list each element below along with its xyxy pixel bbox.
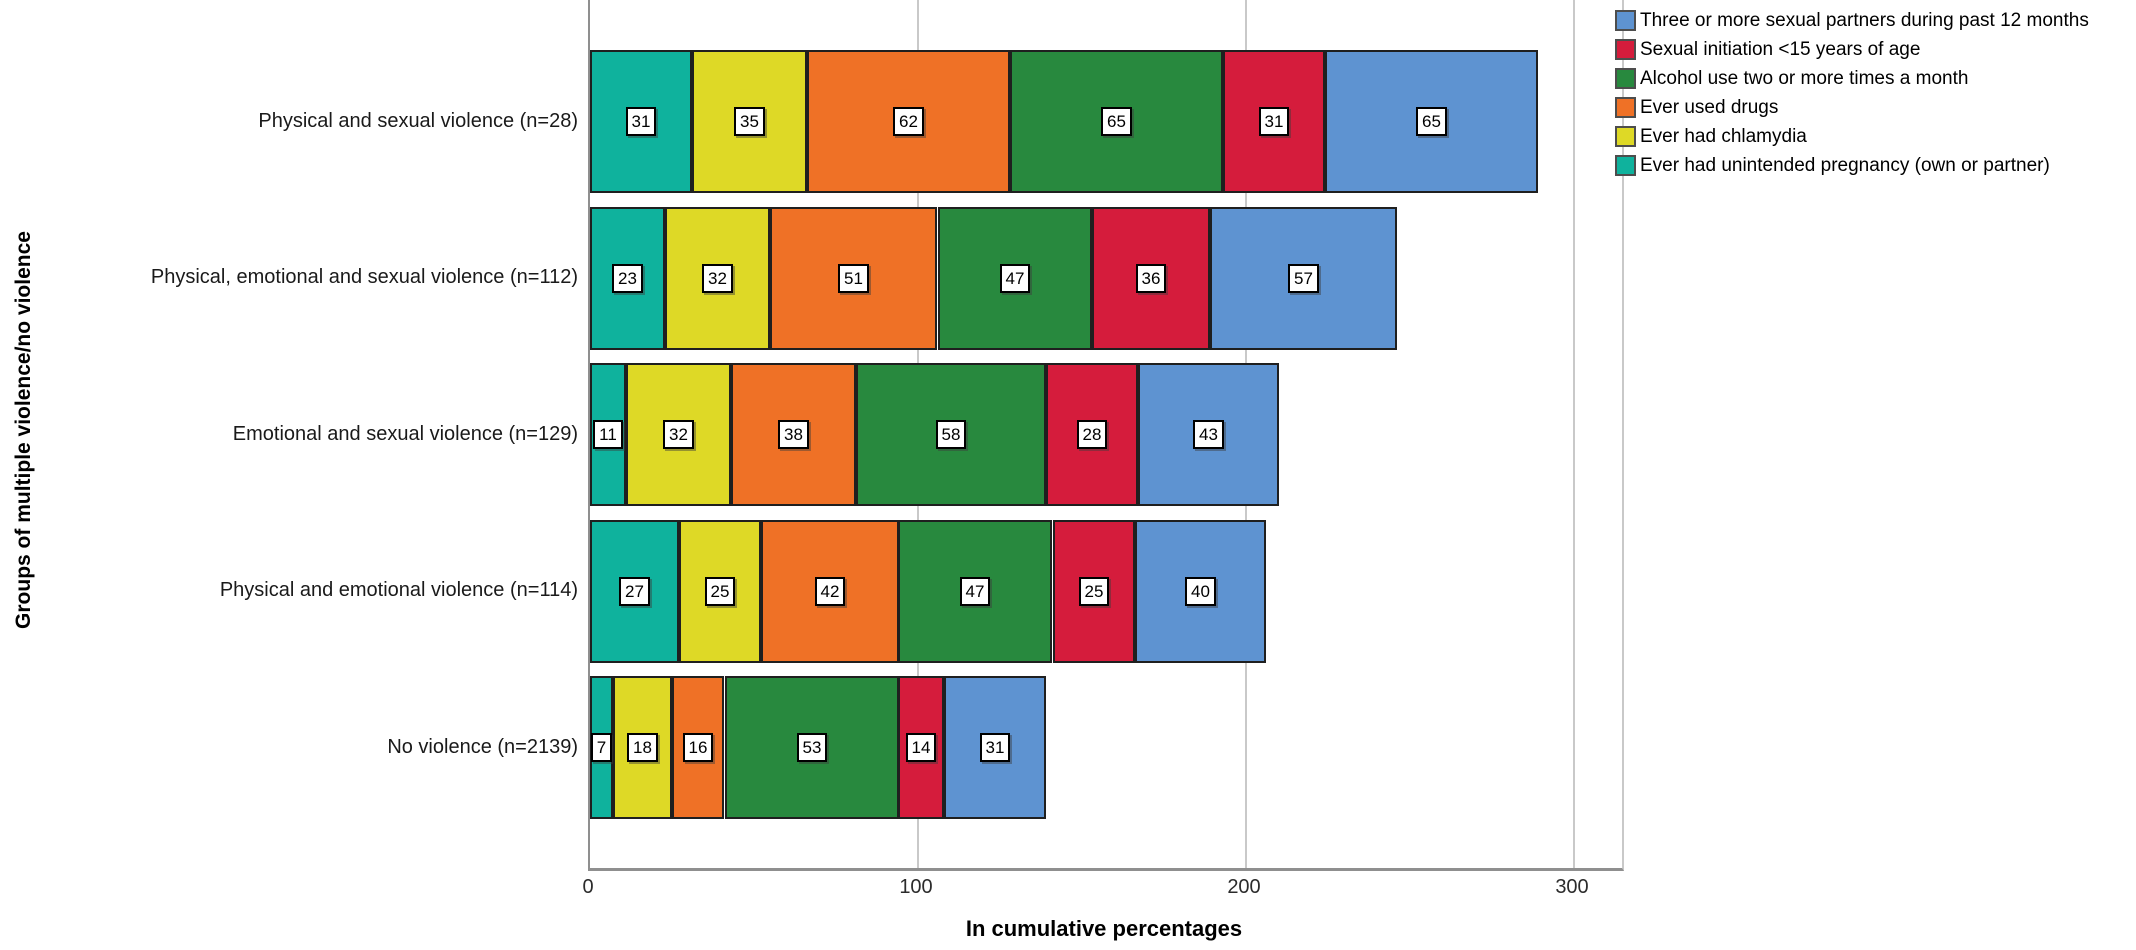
category-label: Emotional and sexual violence (n=129) bbox=[232, 423, 578, 445]
category-label: Physical and sexual violence (n=28) bbox=[258, 110, 578, 132]
value-label: 47 bbox=[959, 576, 991, 607]
legend-swatch-icon bbox=[1615, 10, 1636, 31]
bar-segment: 18 bbox=[613, 676, 672, 819]
bar-segment: 32 bbox=[665, 207, 770, 350]
value-label: 65 bbox=[1101, 106, 1132, 137]
value-label: 32 bbox=[663, 419, 694, 450]
value-label: 18 bbox=[627, 732, 658, 763]
legend-item: Three or more sexual partners during pas… bbox=[1615, 6, 2089, 35]
value-label: 25 bbox=[1078, 576, 1110, 607]
value-label: 62 bbox=[893, 106, 924, 137]
value-label: 23 bbox=[612, 263, 643, 294]
legend-item: Ever used drugs bbox=[1615, 93, 2089, 122]
value-label: 32 bbox=[702, 263, 733, 294]
bar-segment: 62 bbox=[807, 50, 1010, 193]
bar-segment: 36 bbox=[1092, 207, 1210, 350]
bar-segment: 65 bbox=[1010, 50, 1223, 193]
value-label: 16 bbox=[682, 732, 714, 763]
x-tick-label: 0 bbox=[582, 876, 594, 898]
value-label: 36 bbox=[1135, 263, 1167, 294]
value-label: 7 bbox=[590, 732, 613, 763]
value-label: 28 bbox=[1076, 419, 1108, 450]
bar-segment: 47 bbox=[898, 520, 1052, 663]
bar-segment: 14 bbox=[898, 676, 944, 819]
bar-segment: 31 bbox=[590, 50, 692, 193]
value-label: 35 bbox=[734, 106, 765, 137]
legend-swatch-icon bbox=[1615, 39, 1636, 60]
value-label: 25 bbox=[704, 576, 736, 607]
legend-item: Alcohol use two or more times a month bbox=[1615, 64, 2089, 93]
bar-segment: 47 bbox=[938, 207, 1092, 350]
legend-label: Ever had chlamydia bbox=[1640, 125, 1807, 147]
bar-segment: 32 bbox=[626, 363, 731, 506]
value-label: 42 bbox=[814, 576, 846, 607]
bar-segment: 28 bbox=[1046, 363, 1138, 506]
bar-segment: 11 bbox=[590, 363, 626, 506]
value-label: 31 bbox=[625, 106, 657, 137]
legend-label: Sexual initiation <15 years of age bbox=[1640, 38, 1921, 60]
legend-swatch-icon bbox=[1615, 68, 1636, 89]
legend-label: Ever used drugs bbox=[1640, 96, 1779, 118]
bar-segment: 57 bbox=[1210, 207, 1397, 350]
value-label: 31 bbox=[979, 732, 1011, 763]
legend-label: Ever had unintended pregnancy (own or pa… bbox=[1640, 154, 2050, 176]
bar-segment: 31 bbox=[944, 676, 1046, 819]
bar-segment: 23 bbox=[590, 207, 665, 350]
plot-area: 31 35 62 65 31 65 23 32 51 47 36 57 11 32 38 58 28 43 27 25… bbox=[588, 0, 1624, 871]
legend-item: Ever had unintended pregnancy (own or pa… bbox=[1615, 151, 2089, 180]
x-tick-label: 200 bbox=[1227, 876, 1261, 898]
bar-segment: 42 bbox=[761, 520, 899, 663]
bar-segment: 7 bbox=[590, 676, 613, 819]
bar-segment: 51 bbox=[770, 207, 937, 350]
bar-segment: 25 bbox=[679, 520, 761, 663]
value-label: 43 bbox=[1193, 419, 1224, 450]
value-label: 53 bbox=[796, 732, 828, 763]
legend-swatch-icon bbox=[1615, 97, 1636, 118]
value-label: 58 bbox=[935, 419, 967, 450]
value-label: 11 bbox=[593, 419, 623, 450]
bar-segment: 27 bbox=[590, 520, 679, 663]
bar-segment: 31 bbox=[1223, 50, 1325, 193]
value-label: 31 bbox=[1258, 106, 1290, 137]
legend-item: Ever had chlamydia bbox=[1615, 122, 2089, 151]
value-label: 14 bbox=[905, 732, 937, 763]
value-label: 51 bbox=[838, 263, 869, 294]
value-label: 27 bbox=[619, 576, 650, 607]
value-label: 47 bbox=[999, 263, 1031, 294]
legend: Three or more sexual partners during pas… bbox=[1615, 6, 2089, 180]
value-label: 40 bbox=[1185, 576, 1216, 607]
bar-segment: 16 bbox=[672, 676, 724, 819]
bar-segment: 40 bbox=[1135, 520, 1266, 663]
category-label: No violence (n=2139) bbox=[387, 736, 578, 758]
value-label: 38 bbox=[778, 419, 809, 450]
x-tick-label: 300 bbox=[1555, 876, 1589, 898]
category-label: Physical, emotional and sexual violence … bbox=[150, 266, 578, 288]
bar-segment: 65 bbox=[1325, 50, 1538, 193]
legend-swatch-icon bbox=[1615, 155, 1636, 176]
value-label: 65 bbox=[1416, 106, 1447, 137]
bar-segment: 25 bbox=[1053, 520, 1135, 663]
gridline-300 bbox=[1573, 0, 1576, 868]
bar-segment: 53 bbox=[725, 676, 899, 819]
bar-segment: 35 bbox=[692, 50, 807, 193]
x-tick-label: 100 bbox=[899, 876, 933, 898]
legend-swatch-icon bbox=[1615, 126, 1636, 147]
bar-segment: 43 bbox=[1138, 363, 1279, 506]
value-label: 57 bbox=[1288, 263, 1319, 294]
legend-label: Three or more sexual partners during pas… bbox=[1640, 9, 2089, 31]
legend-label: Alcohol use two or more times a month bbox=[1640, 67, 1969, 89]
category-label: Physical and emotional violence (n=114) bbox=[219, 579, 578, 601]
bar-segment: 58 bbox=[856, 363, 1046, 506]
x-axis-title: In cumulative percentages bbox=[965, 916, 1243, 941]
legend-item: Sexual initiation <15 years of age bbox=[1615, 35, 2089, 64]
bar-segment: 38 bbox=[731, 363, 856, 506]
